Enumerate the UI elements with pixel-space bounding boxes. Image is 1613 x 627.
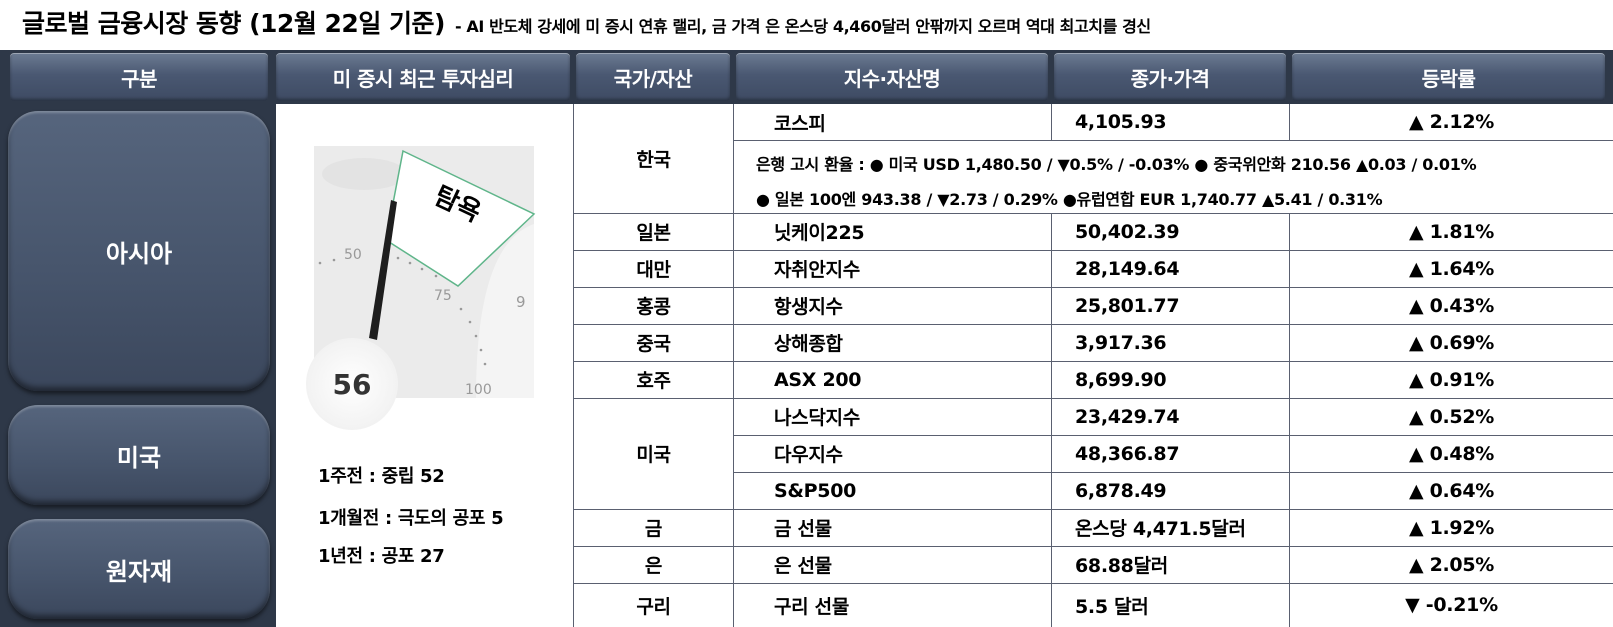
- country-korea: 한국: [636, 148, 671, 171]
- asset-silver: 은: [644, 555, 663, 577]
- title-subtitle: - AI 반도체 강세에 미 증시 연휴 랠리, 금 가격 은 온스당 4,46…: [454, 17, 1151, 36]
- gauge-tick-100: 100: [465, 382, 492, 398]
- exchange-rate-line-1: 은행 고시 환율 : ● 미국 USD 1,480.50 / ▼0.5% / -…: [756, 155, 1477, 174]
- header-country: 국가/자산: [576, 53, 730, 101]
- grid-line: [573, 213, 1613, 214]
- gauge-highlight: [322, 158, 406, 190]
- price-value: 50,402.39: [1075, 220, 1180, 243]
- price-value: 6,878.49: [1075, 479, 1167, 502]
- index-name: 구리 선물: [774, 595, 850, 618]
- index-name: 항생지수: [774, 296, 843, 318]
- exchange-rate-line-2: ● 일본 100엔 943.38 / ▼2.73 / 0.29% ●유럽연합 E…: [756, 190, 1383, 209]
- region-commodities: 원자재: [8, 519, 270, 619]
- grid-line: [573, 398, 1613, 399]
- index-name: S&P500: [774, 479, 857, 502]
- gauge-tick-75: 75: [434, 288, 452, 304]
- index-name: 은 선물: [774, 555, 832, 577]
- index-name: 코스피: [774, 112, 826, 135]
- price-value: 5.5 달러: [1075, 595, 1149, 618]
- change-value: ▲ 0.91%: [1408, 368, 1495, 391]
- grid-line: [1289, 104, 1290, 140]
- header-index-name: 지수·자산명: [736, 53, 1048, 101]
- header-price: 종가·가격: [1054, 53, 1286, 101]
- grid-line: [573, 287, 1613, 288]
- asset-gold: 금: [644, 518, 663, 540]
- country-taiwan: 대만: [636, 259, 671, 281]
- country-china: 중국: [636, 333, 671, 355]
- country-japan: 일본: [636, 222, 671, 244]
- change-value: ▲ 1.64%: [1408, 257, 1495, 280]
- grid-line: [573, 546, 1613, 547]
- change-value: ▲ 0.64%: [1408, 479, 1495, 502]
- change-value: ▼ -0.21%: [1405, 594, 1498, 616]
- fear-greed-gauge: 탐욕 50 75 100 9 56: [306, 146, 536, 430]
- grid-line: [573, 324, 1613, 325]
- gauge-value: 56: [333, 368, 372, 401]
- index-name: ASX 200: [774, 368, 862, 391]
- page-title: 글로벌 금융시장 동향 (12월 22일 기준) - AI 반도체 강세에 미 …: [22, 4, 1151, 40]
- index-name: 나스닥지수: [774, 407, 860, 429]
- change-value: ▲ 1.81%: [1408, 220, 1495, 243]
- grid-line: [1051, 213, 1052, 627]
- sentiment-panel: 탐욕 50 75 100 9 56 1주전 : 중립 52 1개월전 : 극도의…: [276, 104, 570, 627]
- price-value: 28,149.64: [1075, 257, 1180, 280]
- header-change: 등락률: [1292, 53, 1605, 101]
- change-value: ▲ 0.43%: [1408, 294, 1495, 317]
- price-value: 3,917.36: [1075, 331, 1167, 354]
- index-name: 자취안지수: [774, 259, 860, 281]
- price-value: 8,699.90: [1075, 368, 1167, 391]
- change-value: ▲ 1.92%: [1408, 516, 1495, 539]
- change-value: ▲ 0.69%: [1408, 331, 1495, 354]
- gauge-hub: [306, 338, 398, 430]
- change-value: ▲ 2.05%: [1408, 553, 1495, 576]
- grid-line: [1051, 104, 1052, 140]
- grid-line: [573, 361, 1613, 362]
- price-value: 4,105.93: [1075, 111, 1167, 133]
- index-name: 상해종합: [774, 333, 843, 355]
- price-value: 온스당 4,471.5달러: [1075, 518, 1246, 540]
- change-value: ▲ 0.48%: [1408, 442, 1495, 465]
- gauge-needle: [369, 200, 397, 340]
- country-usa: 미국: [636, 444, 671, 466]
- history-1month: 1개월전 : 극도의 공포 5: [318, 508, 504, 529]
- header-sentiment: 미 증시 최근 투자심리: [276, 53, 570, 101]
- region-us: 미국: [8, 405, 270, 505]
- gauge-tick-partial: 9: [516, 293, 526, 311]
- grid-line: [573, 250, 1613, 251]
- price-value: 48,366.87: [1075, 442, 1180, 465]
- price-value: 23,429.74: [1075, 405, 1180, 428]
- change-value: ▲ 2.12%: [1408, 111, 1495, 133]
- price-value: 68.88달러: [1075, 555, 1168, 577]
- grid-line: [1289, 213, 1290, 627]
- grid-line: [573, 583, 1613, 584]
- grid-line: [573, 509, 1613, 510]
- title-main: 글로벌 금융시장 동향 (12월 22일 기준): [22, 9, 445, 38]
- price-value: 25,801.77: [1075, 294, 1180, 317]
- index-name: 닛케이225: [774, 222, 865, 244]
- history-1year: 1년전 : 공포 27: [318, 546, 445, 567]
- grid-line: [733, 472, 1613, 473]
- country-australia: 호주: [636, 370, 671, 392]
- asset-copper: 구리: [636, 595, 671, 618]
- gauge-tick-50: 50: [344, 247, 362, 263]
- change-value: ▲ 0.52%: [1408, 405, 1495, 428]
- header-category: 구분: [10, 53, 268, 101]
- gauge-tick-dots: [318, 256, 487, 366]
- grid-line: [573, 104, 574, 627]
- grid-line: [733, 140, 1613, 141]
- grid-line: [733, 435, 1613, 436]
- country-hongkong: 홍콩: [636, 296, 671, 318]
- index-name: 금 선물: [774, 518, 832, 540]
- history-1week: 1주전 : 중립 52: [318, 466, 445, 487]
- region-asia: 아시아: [8, 111, 270, 391]
- index-name: 다우지수: [774, 444, 843, 466]
- grid-line: [733, 104, 734, 627]
